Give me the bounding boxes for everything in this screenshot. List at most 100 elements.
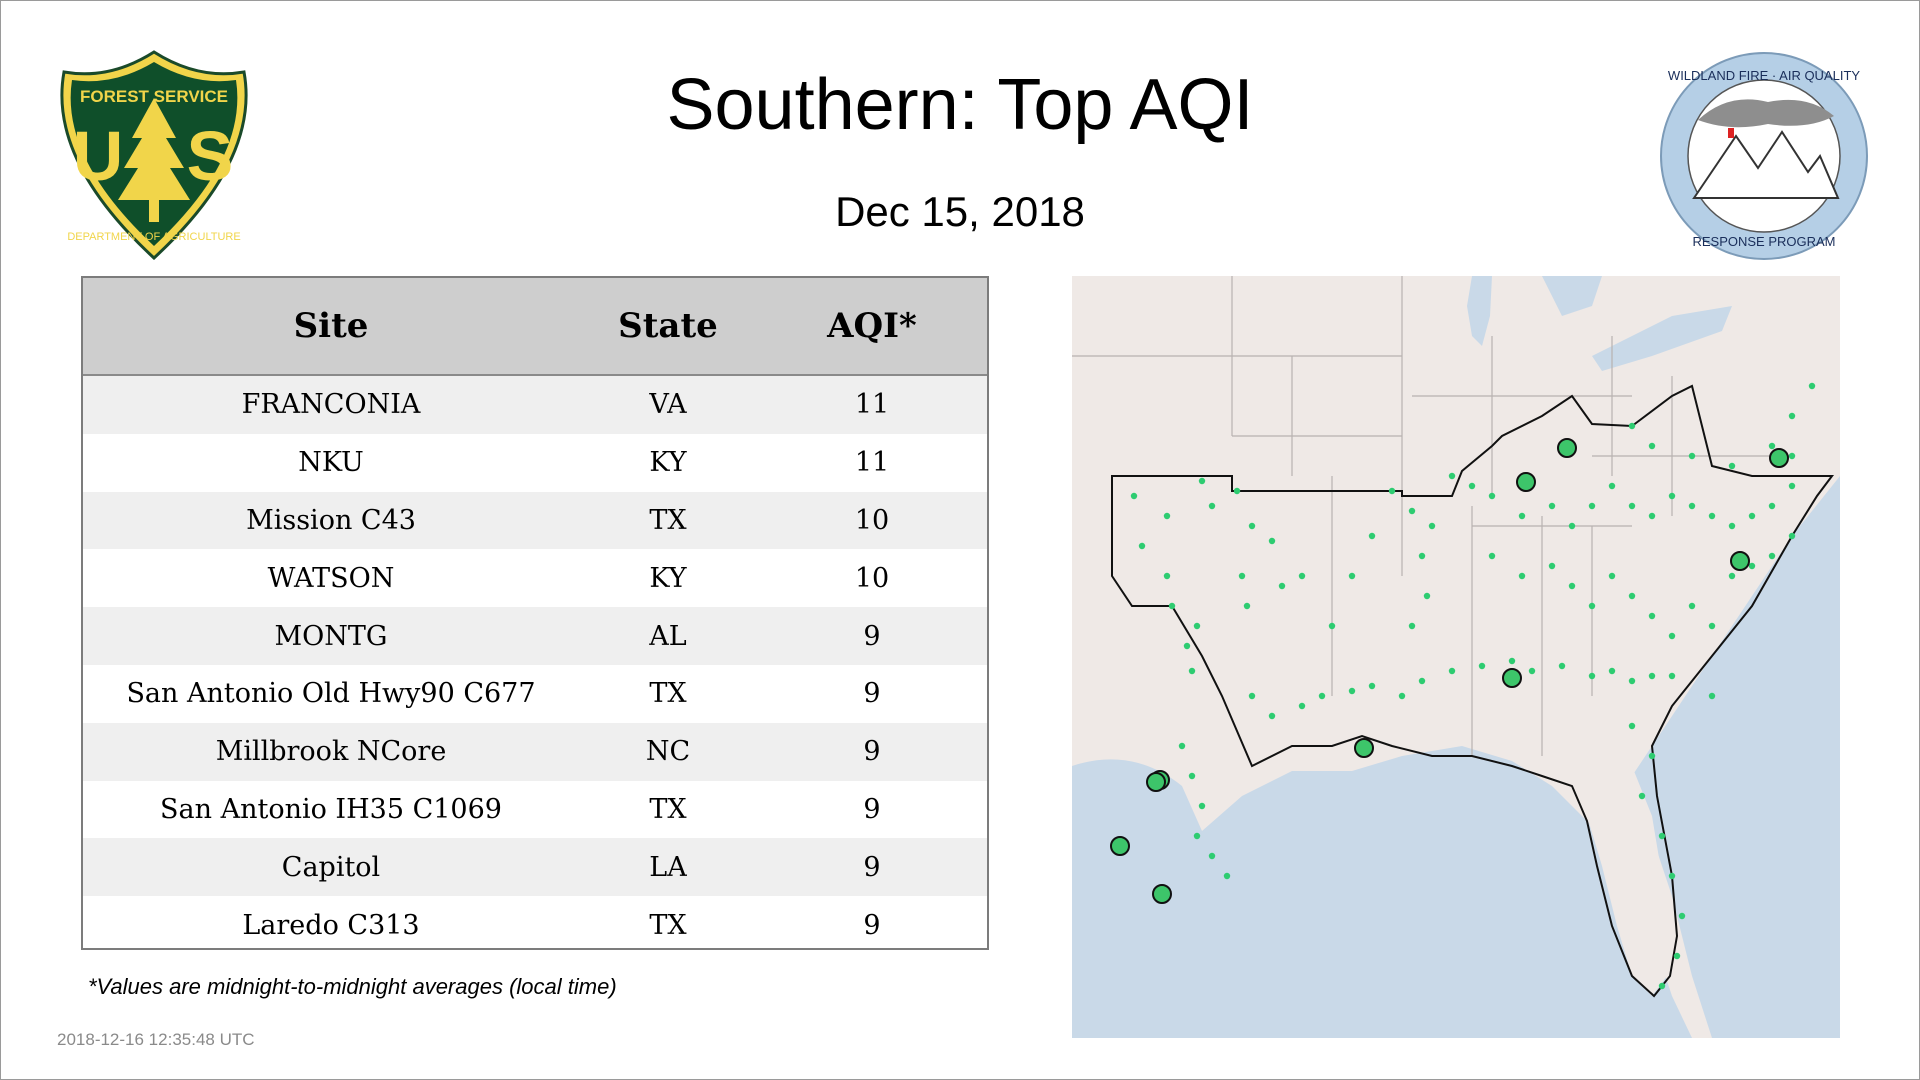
site-dot [1588, 602, 1596, 610]
site-dot [1268, 537, 1276, 545]
site-dot [1518, 512, 1526, 520]
site-dot [1398, 692, 1406, 700]
lake-erie [1592, 306, 1732, 371]
site-dot [1588, 502, 1596, 510]
site-dot [1628, 677, 1636, 685]
site-dot [1183, 642, 1191, 650]
site-dot [1688, 602, 1696, 610]
site-dot [1728, 522, 1736, 530]
site-dot [1648, 752, 1656, 760]
top-site-dot [1730, 551, 1750, 571]
cell-aqi: 9 [757, 664, 987, 723]
lake-huron [1542, 276, 1602, 316]
site-dot [1328, 622, 1336, 630]
cell-state: VA [579, 375, 757, 434]
top-aqi-table: Site State AQI* FRANCONIA VA 11 NKU KY 1… [81, 276, 989, 950]
site-dot [1408, 622, 1416, 630]
site-dot [1678, 912, 1686, 920]
atlantic-water [1632, 476, 1840, 1038]
cell-site: NKU [83, 433, 579, 492]
site-dot [1423, 592, 1431, 600]
wildland-fire-logo: WILDLAND FIRE · AIR QUALITY RESPONSE PRO… [1658, 50, 1870, 262]
site-dot [1808, 382, 1816, 390]
site-dot [1648, 612, 1656, 620]
site-dot [1548, 562, 1556, 570]
generated-timestamp: 2018-12-16 12:35:48 UTC [57, 1030, 255, 1049]
cell-aqi: 9 [757, 896, 987, 948]
site-dot [1188, 667, 1196, 675]
site-dot [1233, 487, 1241, 495]
site-dot [1488, 492, 1496, 500]
table-row: San Antonio Old Hwy90 C677 TX 9 [83, 664, 987, 723]
site-dot [1428, 522, 1436, 530]
site-dot [1478, 662, 1486, 670]
forest-service-logo: FOREST SERVICE U S DEPARTMENT OF AGRICUL… [50, 50, 258, 261]
site-dot [1528, 667, 1536, 675]
site-dot [1608, 482, 1616, 490]
site-dot [1238, 572, 1246, 580]
site-dot [1208, 852, 1216, 860]
site-dot [1628, 422, 1636, 430]
lake-michigan [1467, 276, 1492, 346]
site-markers [1110, 382, 1816, 990]
region-boundary [1111, 384, 1834, 998]
cell-site: Laredo C313 [83, 896, 579, 948]
site-dot [1418, 552, 1426, 560]
site-dot [1788, 412, 1796, 420]
site-dot [1728, 572, 1736, 580]
site-dot [1648, 512, 1656, 520]
slide-title: Southern: Top AQI [666, 65, 1254, 145]
table-row: Millbrook NCore NC 9 [83, 722, 987, 781]
site-dot [1348, 687, 1356, 695]
site-dot [1708, 622, 1716, 630]
top-site-dot [1110, 836, 1130, 856]
site-dot [1708, 692, 1716, 700]
site-dot [1368, 682, 1376, 690]
table-footnote: *Values are midnight-to-midnight average… [88, 974, 617, 999]
cell-site: Capitol [83, 838, 579, 897]
cell-state: TX [579, 780, 757, 839]
cell-aqi: 9 [757, 780, 987, 839]
site-dot [1768, 442, 1776, 450]
table-row: FRANCONIA VA 11 [83, 375, 987, 434]
cell-site: San Antonio IH35 C1069 [83, 780, 579, 839]
site-dot [1638, 792, 1646, 800]
svg-text:WILDLAND FIRE · AIR QUALITY: WILDLAND FIRE · AIR QUALITY [1668, 68, 1860, 83]
site-dot [1518, 572, 1526, 580]
top-site-dot [1354, 738, 1374, 758]
site-dot [1648, 672, 1656, 680]
site-dot [1608, 572, 1616, 580]
site-dot [1193, 622, 1201, 630]
site-dot [1193, 832, 1201, 840]
cell-aqi: 11 [757, 433, 987, 492]
site-dot [1708, 512, 1716, 520]
site-dot [1268, 712, 1276, 720]
cell-aqi: 10 [757, 491, 987, 550]
report-date: Dec 15, 2018 [835, 188, 1085, 235]
site-dot [1130, 492, 1138, 500]
site-dot [1248, 522, 1256, 530]
table-row: Capitol LA 9 [83, 838, 987, 897]
florida-land [1587, 766, 1672, 996]
top-site-dot [1769, 448, 1789, 468]
site-dot [1298, 702, 1306, 710]
site-dot [1548, 502, 1556, 510]
table-row: Mission C43 TX 10 [83, 491, 987, 550]
top-site-dot [1516, 472, 1536, 492]
site-dot [1568, 522, 1576, 530]
cell-state: LA [579, 838, 757, 897]
site-dot [1748, 562, 1756, 570]
cell-site: FRANCONIA [83, 375, 579, 434]
site-dot [1278, 582, 1286, 590]
site-dot [1208, 502, 1216, 510]
site-dot [1588, 672, 1596, 680]
cell-site: MONTG [83, 607, 579, 665]
top-site-dot [1502, 668, 1522, 688]
site-dot [1418, 677, 1426, 685]
site-dot [1788, 482, 1796, 490]
site-dot [1348, 572, 1356, 580]
site-dot [1168, 602, 1176, 610]
site-dot [1688, 502, 1696, 510]
cell-aqi: 9 [757, 607, 987, 665]
site-dot [1728, 462, 1736, 470]
